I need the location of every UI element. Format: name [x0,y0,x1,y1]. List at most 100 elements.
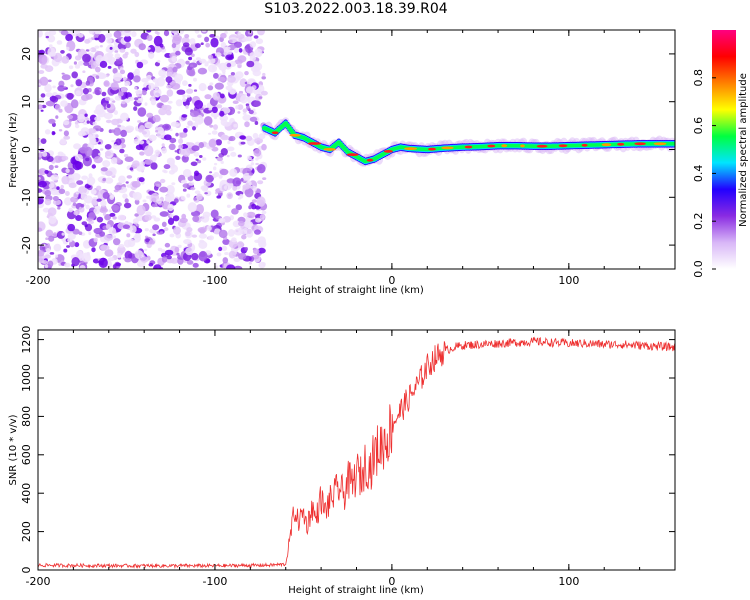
noise-blob [131,31,137,38]
noise-blob [82,70,86,73]
noise-blob [94,116,101,122]
noise-blob [198,250,208,262]
noise-blob [99,231,106,237]
noise-blob [59,138,67,145]
noise-blob [129,167,134,171]
noise-blob [233,47,239,54]
noise-blob [199,155,203,158]
noise-blob [250,162,255,166]
noise-blob [110,82,119,91]
noise-blob [38,97,45,102]
noise-blob [133,138,140,145]
noise-blob [48,118,56,124]
noise-blob [154,61,160,67]
noise-blob [38,176,41,180]
noise-blob [109,195,115,200]
noise-blob [231,237,237,243]
noise-blob [133,106,138,111]
noise-blob [50,188,58,196]
noise-blob [146,140,150,144]
y-tick-label: 400 [20,483,33,504]
noise-blob [100,200,107,207]
noise-blob [207,64,218,73]
noise-blob [204,36,210,43]
noise-blob [233,124,238,128]
noise-blob [125,181,129,184]
noise-blob [182,42,190,47]
noise-blob [138,177,145,183]
noise-blob [193,77,197,82]
noise-blob [157,247,163,252]
noise-blob [215,35,221,39]
noise-blob [182,80,188,86]
spectrogram-x-axis-label: Height of straight line (km) [288,285,424,296]
noise-blob [114,50,119,53]
noise-blob [162,123,171,131]
noise-blob [95,66,101,73]
noise-blob [135,224,140,227]
snr-y-axis-label: SNR (10 * v/v) [8,414,19,485]
noise-blob [91,247,96,253]
noise-blob [45,92,53,98]
noise-blob [237,104,244,110]
noise-blob [92,121,97,126]
noise-blob [106,52,114,58]
noise-blob [84,39,91,44]
noise-blob [182,183,190,189]
noise-blob [152,224,160,231]
noise-blob [225,54,235,61]
snr-y-ticks: 0 200 400 600 800 1000 1200 [20,326,675,574]
noise-blob [227,229,235,237]
noise-blob [124,258,132,263]
colorbar-label: Normalized spectral amplitude [738,73,749,227]
noise-blob [256,196,266,207]
noise-blob [45,100,56,107]
noise-blob [67,232,76,240]
noise-blob [68,182,77,189]
noise-blob [84,113,88,117]
noise-blob [83,195,93,204]
snr-panel: -200 -100 0 100 0 200 400 600 800 1000 1200 Heigh… [8,326,676,596]
y-tick-label: -10 [20,188,33,206]
noise-blob [40,196,44,200]
noise-blob [210,111,220,118]
noise-blob [137,107,147,117]
noise-blob [66,92,74,100]
noise-blob [50,174,59,181]
noise-blob [102,74,107,78]
noise-blob [249,52,256,59]
noise-blob [169,214,174,217]
noise-blob [109,46,113,50]
colorbar-gradient [712,30,736,269]
noise-blob [63,86,67,89]
noise-blob [186,260,194,265]
noise-blob [208,107,212,111]
y-tick-label: 1000 [20,364,33,392]
noise-blob [142,199,147,203]
noise-blob [150,98,157,106]
noise-blob [202,157,207,161]
noise-blob [239,78,248,88]
noise-blob [205,190,212,197]
noise-blob [245,135,253,142]
noise-blob [166,71,173,77]
noise-blob [227,140,231,145]
y-tick-label: 600 [20,444,33,465]
noise-blob [164,249,174,256]
noise-blob [233,228,243,236]
noise-blob [93,207,100,215]
x-tick-label: -100 [202,274,227,287]
noise-blob [209,34,216,38]
noise-blob [255,217,262,223]
x-tick-label: -100 [202,575,227,588]
noise-blob [67,114,74,120]
noise-blob [99,207,108,213]
noise-blob [117,253,122,259]
ridge-core [672,142,675,146]
noise-blob [240,95,248,104]
noise-blob [63,120,70,126]
noise-blob [248,156,252,161]
noise-blob [159,231,164,235]
noise-blob [208,138,217,148]
noise-blob [205,174,214,183]
